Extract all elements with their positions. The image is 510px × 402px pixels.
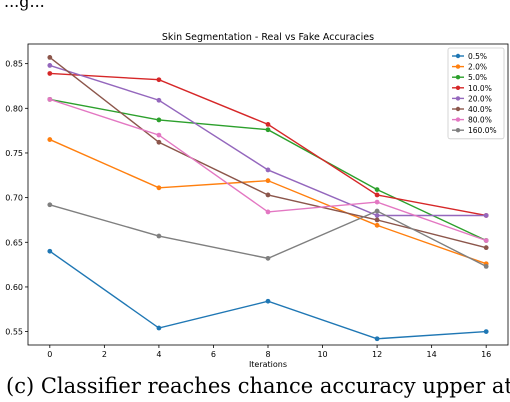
y-tick-label: 0.60 bbox=[5, 283, 23, 292]
legend-swatch-marker bbox=[455, 64, 461, 69]
legend-label: 20.0% bbox=[468, 94, 492, 103]
data-point-20-0 bbox=[374, 213, 380, 218]
x-tick-label: 2 bbox=[102, 350, 107, 359]
legend-box bbox=[447, 47, 505, 140]
y-tick-label: 0.65 bbox=[5, 238, 23, 247]
data-point-0-5 bbox=[483, 329, 489, 335]
data-point-160-0 bbox=[265, 255, 271, 261]
x-tick-label: 10 bbox=[317, 350, 327, 359]
x-tick-label: 12 bbox=[372, 350, 382, 359]
y-tick-label: 0.55 bbox=[5, 328, 23, 337]
data-point-5-0 bbox=[374, 187, 380, 192]
data-point-80-0 bbox=[265, 209, 271, 215]
data-point-2-0 bbox=[47, 137, 53, 142]
data-point-10-0 bbox=[265, 121, 271, 127]
figure-caption: (c) Classifier reaches chance accuracy u… bbox=[6, 374, 510, 398]
y-tick-label: 0.85 bbox=[5, 60, 23, 69]
x-tick-label: 6 bbox=[211, 350, 216, 359]
data-point-5-0 bbox=[156, 117, 162, 123]
data-point-40-0 bbox=[265, 192, 271, 198]
clipped-top-text: ...g... bbox=[0, 0, 120, 14]
x-axis-label: Iterations bbox=[249, 360, 287, 369]
line-chart: Skin Segmentation - Real vs Fake Accurac… bbox=[5, 32, 509, 369]
data-point-20-0 bbox=[265, 167, 271, 173]
data-point-5-0 bbox=[265, 127, 271, 133]
data-point-10-0 bbox=[47, 71, 53, 76]
legend: 0.5% 2.0%5.0% 10.0%20.0% 40.0% 80.0%160.0% bbox=[447, 47, 505, 140]
data-point-160-0 bbox=[374, 208, 380, 214]
y-axis: 0.55 0.60 0.65 0.70 0.75 0.80 0.85 bbox=[5, 60, 28, 337]
data-point-20-0 bbox=[47, 63, 53, 68]
data-point-2-0 bbox=[265, 178, 271, 184]
legend-label: 2.0% bbox=[468, 63, 487, 72]
legend-swatch-marker bbox=[455, 117, 461, 122]
legend-swatch-marker bbox=[455, 96, 461, 101]
data-point-160-0 bbox=[156, 233, 162, 239]
top-text: ...g... bbox=[4, 0, 45, 11]
legend-label: 0.5% bbox=[468, 52, 487, 61]
x-tick-label: 16 bbox=[481, 350, 491, 359]
legend-swatch-marker bbox=[455, 75, 461, 80]
legend-label: 80.0% bbox=[468, 116, 492, 125]
legend-label: 5.0% bbox=[468, 73, 487, 82]
data-point-160-0 bbox=[483, 264, 489, 269]
data-point-40-0 bbox=[47, 54, 53, 60]
x-tick-label: 0 bbox=[47, 350, 52, 359]
data-point-0-5 bbox=[47, 248, 53, 254]
y-tick-label: 0.75 bbox=[5, 149, 23, 158]
data-point-0-5 bbox=[265, 298, 271, 304]
legend-label: 160.0% bbox=[468, 126, 497, 135]
legend-swatch-marker bbox=[455, 128, 461, 133]
data-point-80-0 bbox=[483, 238, 489, 243]
data-point-80-0 bbox=[374, 199, 380, 205]
x-tick-label: 8 bbox=[265, 350, 270, 359]
data-point-0-5 bbox=[156, 325, 162, 331]
legend-swatch-marker bbox=[455, 85, 461, 91]
data-point-80-0 bbox=[47, 96, 53, 102]
series-layer bbox=[47, 54, 489, 342]
data-point-80-0 bbox=[156, 132, 162, 138]
chart-title: Skin Segmentation - Real vs Fake Accurac… bbox=[162, 32, 374, 43]
data-point-40-0 bbox=[374, 217, 380, 223]
data-point-0-5 bbox=[374, 336, 380, 342]
data-point-2-0 bbox=[156, 185, 162, 191]
y-tick-label: 0.70 bbox=[5, 194, 23, 203]
data-point-10-0 bbox=[374, 192, 380, 198]
series-line-2-0 bbox=[49, 138, 487, 265]
data-point-20-0 bbox=[483, 213, 489, 218]
data-point-10-0 bbox=[156, 77, 162, 83]
y-tick-label: 0.80 bbox=[5, 104, 23, 113]
x-tick-label: 14 bbox=[427, 350, 437, 359]
data-point-2-0 bbox=[374, 222, 380, 228]
legend-label: 10.0% bbox=[468, 84, 492, 93]
legend-swatch-marker bbox=[455, 53, 461, 59]
data-point-40-0 bbox=[156, 139, 162, 145]
x-tick-label: 4 bbox=[156, 350, 161, 359]
legend-label: 40.0% bbox=[468, 105, 492, 114]
series-line-0-5 bbox=[49, 250, 487, 340]
data-point-20-0 bbox=[156, 97, 162, 103]
data-point-40-0 bbox=[483, 245, 489, 251]
x-axis: 0 2 4 6 8 10 12 14 16 bbox=[47, 345, 491, 359]
data-point-160-0 bbox=[47, 202, 53, 208]
legend-swatch-marker bbox=[455, 106, 461, 112]
